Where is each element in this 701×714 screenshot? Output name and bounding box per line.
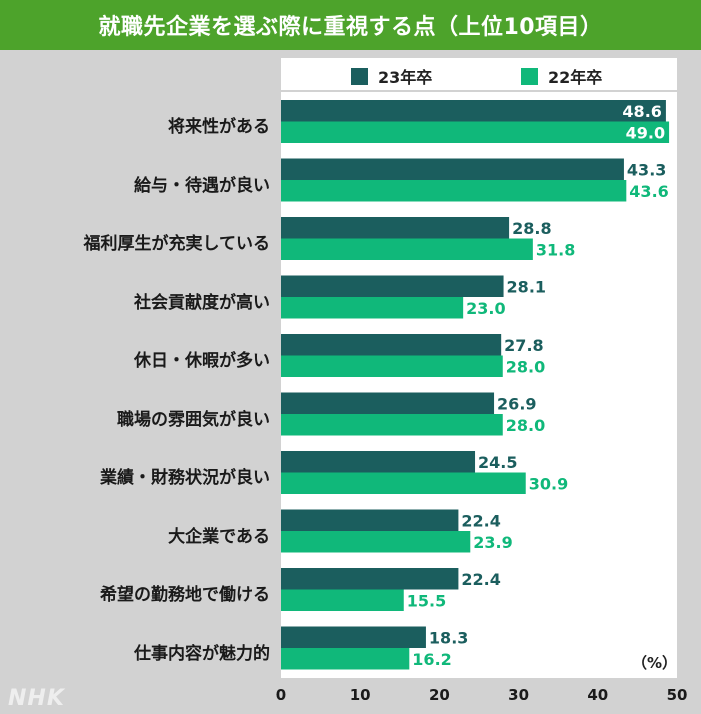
bar-22 [281,648,410,670]
bar-22 [281,414,503,436]
bar-23 [281,100,666,122]
value-label: 23.0 [466,299,505,318]
value-label: 48.6 [622,102,661,121]
legend: 23年卒 22年卒 [281,58,677,90]
value-label: 31.8 [536,240,575,259]
category-label: 業績・財務状況が良い [100,468,270,488]
value-label: 49.0 [626,123,665,142]
value-label: 22.4 [461,570,500,589]
value-label: 28.8 [512,219,551,238]
bar-22 [281,355,503,377]
value-label: 22.4 [461,511,500,530]
legend-swatch-23 [351,67,368,85]
value-label: 43.6 [629,182,668,201]
category-label: 希望の勤務地で働ける [100,585,270,605]
category-label: 将来性がある [168,117,270,137]
category-label: 給与・待遇が良い [134,175,270,196]
value-label: 15.5 [407,591,446,610]
bar-22 [281,180,627,202]
unit-label: （%） [632,654,678,672]
value-label: 30.9 [529,474,568,493]
value-label: 24.5 [478,453,517,472]
value-label: 28.0 [506,357,545,376]
legend-label-23: 23年卒 [378,68,433,87]
value-label: 26.9 [497,394,536,413]
legend-item-23: 23年卒 [351,64,432,88]
legend-item-22: 22年卒 [521,64,602,88]
bar-23 [281,158,624,180]
category-label: 大企業である [168,526,270,547]
value-label: 27.8 [504,336,543,355]
nhk-logo: NHK [8,686,65,711]
x-tick-label: 20 [428,686,450,704]
value-label: 28.0 [506,416,545,435]
legend-label-22: 22年卒 [548,68,603,87]
x-tick-label: 40 [587,686,609,704]
value-label: 43.3 [627,160,666,179]
category-label: 仕事内容が魅力的 [134,643,270,664]
category-label: 休日・休暇が多い [134,351,270,371]
bar-23 [281,392,495,414]
category-label: 職場の雰囲気が良い [117,409,270,430]
bar-23 [281,509,459,531]
bar-22 [281,297,464,319]
x-tick-label: 30 [508,686,530,704]
x-tick-label: 50 [666,686,688,704]
bar-22 [281,238,533,260]
bar-23 [281,451,476,473]
legend-swatch-22 [521,67,538,85]
bar-23 [281,568,459,590]
x-tick-label: 0 [275,686,287,704]
value-label: 28.1 [507,277,546,296]
category-label: 福利厚生が充実している [83,234,271,254]
bar-23 [281,626,426,648]
bar-22 [281,531,471,553]
bar-22 [281,472,526,494]
value-label: 16.2 [412,650,451,669]
x-tick-label: 10 [349,686,371,704]
bar-23 [281,217,510,239]
bar-22 [281,121,670,143]
value-label: 18.3 [429,628,468,647]
value-label: 23.9 [473,533,512,552]
bar-23 [281,275,504,297]
bar-23 [281,334,502,356]
bar-22 [281,589,404,611]
category-label: 社会貢献度が高い [134,292,270,313]
title-bar: 就職先企業を選ぶ際に重視する点（上位10項目） [0,0,701,50]
chart-title: 就職先企業を選ぶ際に重視する点（上位10項目） [98,15,603,40]
